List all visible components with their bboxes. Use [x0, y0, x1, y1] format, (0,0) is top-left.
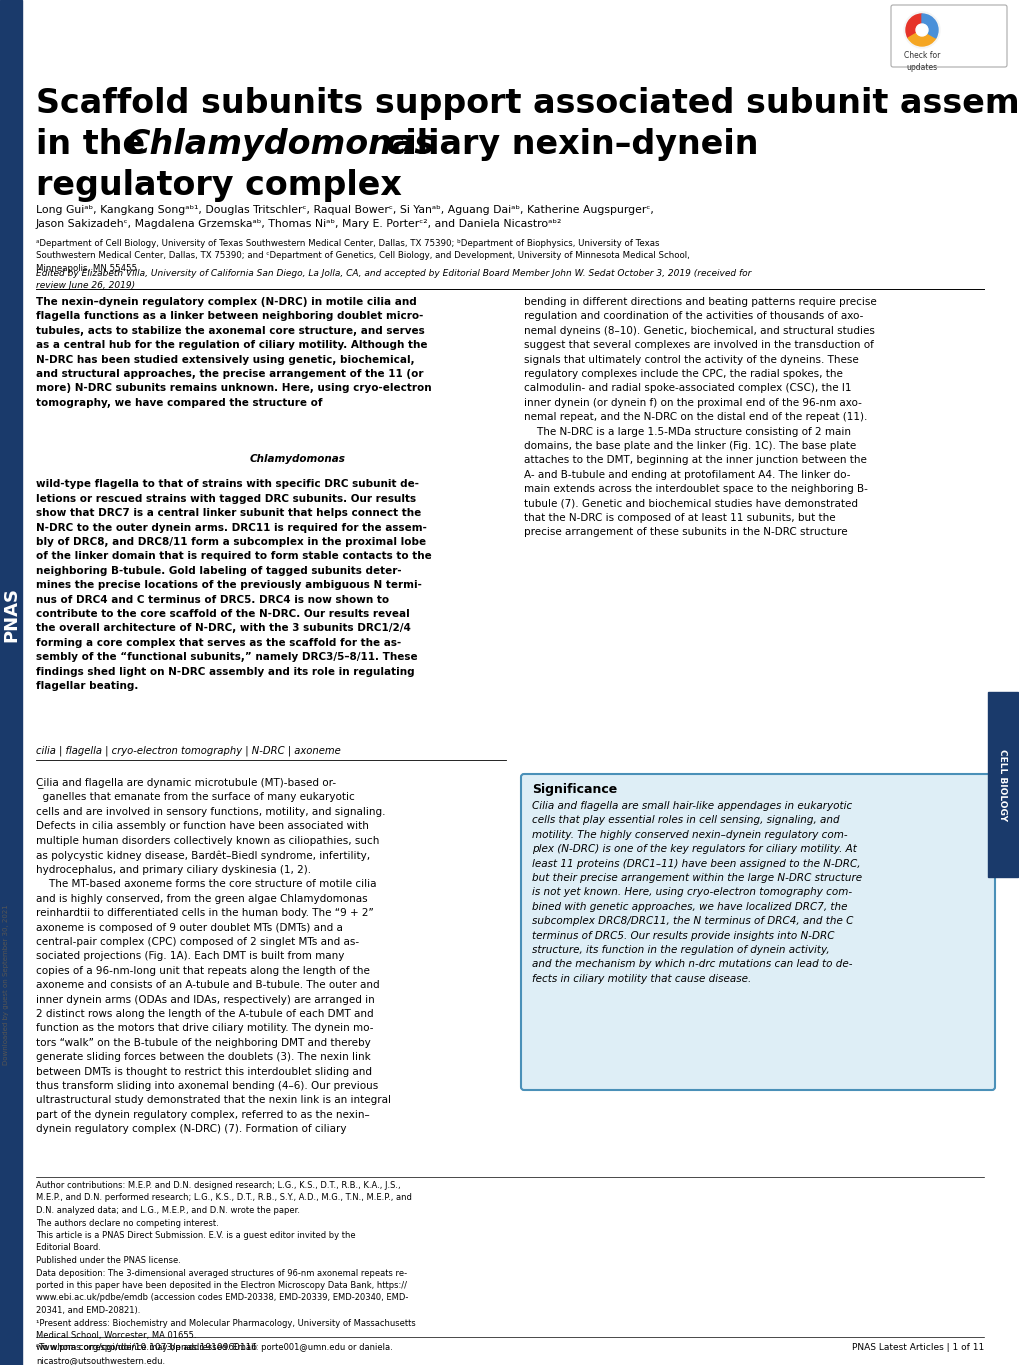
- Text: Jason Sakizadehᶜ, Magdalena Grzemskaᵃᵇ, Thomas Niᵃᵇ, Mary E. Porterᶜ², and Danie: Jason Sakizadehᶜ, Magdalena Grzemskaᵃᵇ, …: [36, 218, 561, 229]
- Wedge shape: [921, 14, 937, 38]
- Wedge shape: [905, 14, 921, 38]
- FancyBboxPatch shape: [891, 5, 1006, 67]
- Circle shape: [915, 25, 927, 35]
- Text: CELL BIOLOGY: CELL BIOLOGY: [998, 749, 1007, 820]
- Text: ciliary nexin–dynein: ciliary nexin–dynein: [374, 128, 758, 161]
- Circle shape: [903, 12, 940, 48]
- Text: regulatory complex: regulatory complex: [36, 169, 401, 202]
- Text: PNAS Latest Articles | 1 of 11: PNAS Latest Articles | 1 of 11: [851, 1343, 983, 1351]
- Text: Long Guiᵃᵇ, Kangkang Songᵃᵇ¹, Douglas Tritschlerᶜ, Raqual Bowerᶜ, Si Yanᵃᵇ, Agua: Long Guiᵃᵇ, Kangkang Songᵃᵇ¹, Douglas Tr…: [36, 205, 653, 216]
- Bar: [987, 692, 1017, 876]
- Text: cilia | flagella | cryo-electron tomography | N-DRC | axoneme: cilia | flagella | cryo-electron tomogra…: [36, 745, 340, 755]
- Text: Check for
updates: Check for updates: [903, 51, 940, 72]
- Text: The nexin–dynein regulatory complex (N-DRC) in motile cilia and
flagella functio: The nexin–dynein regulatory complex (N-D…: [36, 298, 431, 408]
- FancyBboxPatch shape: [521, 774, 994, 1091]
- Text: ᵃDepartment of Cell Biology, University of Texas Southwestern Medical Center, Da: ᵃDepartment of Cell Biology, University …: [36, 239, 689, 273]
- Text: www.pnas.org/cgi/doi/10.1073/pnas.1910960116: www.pnas.org/cgi/doi/10.1073/pnas.191096…: [36, 1343, 258, 1351]
- Text: bending in different directions and beating patterns require precise
regulation : bending in different directions and beat…: [524, 298, 876, 538]
- Text: Downloaded by guest on September 30, 2021: Downloaded by guest on September 30, 202…: [3, 905, 9, 1065]
- Text: wild-type flagella to that of strains with specific DRC subunit de-
letions or r: wild-type flagella to that of strains wi…: [36, 465, 431, 691]
- Bar: [0, 0, 22, 1365]
- Text: Author contributions: M.E.P. and D.N. designed research; L.G., K.S., D.T., R.B.,: Author contributions: M.E.P. and D.N. de…: [36, 1181, 416, 1365]
- Text: C̲ilia and flagella are dynamic microtubule (MT)-based or-
  ganelles that emana: C̲ilia and flagella are dynamic microtub…: [36, 777, 390, 1134]
- Text: PNAS: PNAS: [2, 587, 20, 643]
- Text: Scaffold subunits support associated subunit assembly: Scaffold subunits support associated sub…: [36, 87, 1019, 120]
- Text: in the: in the: [36, 128, 157, 161]
- Text: Chlamydomonas: Chlamydomonas: [126, 128, 435, 161]
- Text: Chlamydomonas: Chlamydomonas: [250, 455, 345, 464]
- Text: Edited by Elizabeth Villa, University of California San Diego, La Jolla, CA, and: Edited by Elizabeth Villa, University of…: [36, 269, 751, 291]
- Text: Significance: Significance: [532, 784, 616, 796]
- Wedge shape: [907, 30, 935, 46]
- Text: Cilia and flagella are small hair-like appendages in eukaryotic
cells that play : Cilia and flagella are small hair-like a…: [532, 801, 861, 984]
